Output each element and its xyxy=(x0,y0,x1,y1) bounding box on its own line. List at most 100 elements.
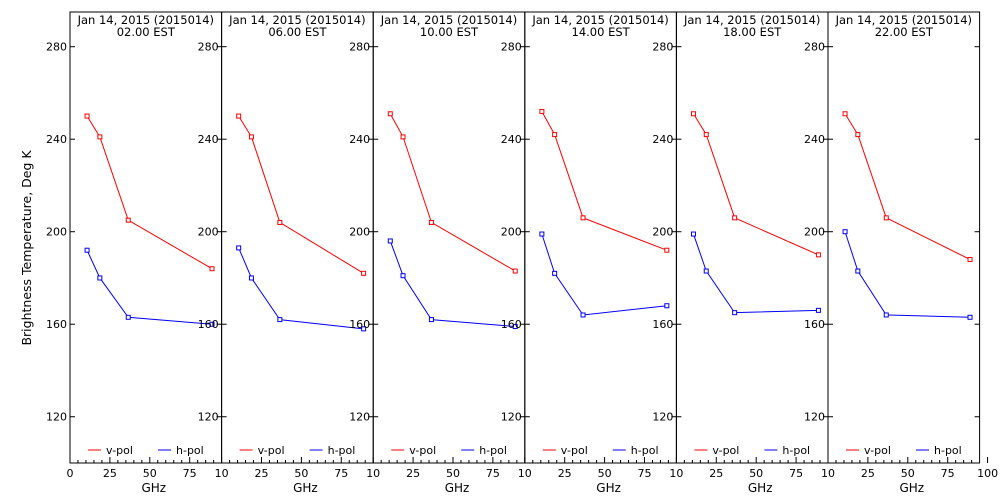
legend-label-h-pol: h-pol xyxy=(176,444,204,457)
x-tick-label: 10 xyxy=(215,467,229,480)
panel-subtitle-time: 22.00 EST xyxy=(875,25,934,39)
series-line-v-pol xyxy=(86,115,213,270)
legend-label-v-pol: v-pol xyxy=(409,444,436,457)
data-point-h-pol xyxy=(815,307,821,313)
legend-label-h-pol: h-pol xyxy=(782,444,810,457)
y-tick-label: 120 xyxy=(46,411,67,424)
y-tick-label: 240 xyxy=(804,133,825,146)
y-tick-label: 120 xyxy=(501,411,522,424)
data-point-v-pol xyxy=(539,108,545,114)
data-point-v-pol xyxy=(732,215,738,221)
y-tick-label: 200 xyxy=(804,226,825,239)
y-tick-label: 160 xyxy=(198,318,219,331)
x-tick-label: 75 xyxy=(789,467,803,480)
data-point-v-pol xyxy=(248,134,254,140)
x-tick-label: 10 xyxy=(518,467,532,480)
x-axis-label: GHz xyxy=(899,481,924,495)
x-tick-label: 50 xyxy=(901,467,915,480)
data-point-h-pol xyxy=(361,326,367,332)
legend-label-h-pol: h-pol xyxy=(328,444,356,457)
y-tick-label: 200 xyxy=(652,226,673,239)
data-point-h-pol xyxy=(690,231,696,237)
x-axis-label: GHz xyxy=(141,481,166,495)
legend-label-v-pol: v-pol xyxy=(864,444,891,457)
data-point-h-pol xyxy=(967,314,973,320)
panel-subtitle-time: 06.00 EST xyxy=(268,25,327,39)
data-point-v-pol xyxy=(428,219,434,225)
legend-label-h-pol: h-pol xyxy=(479,444,507,457)
panel-title: Jan 14, 2015 (2015014) xyxy=(835,13,972,27)
data-point-v-pol xyxy=(580,215,586,221)
data-point-v-pol xyxy=(84,113,90,119)
data-point-h-pol xyxy=(428,317,434,323)
legend-label-v-pol: v-pol xyxy=(106,444,133,457)
series-line-v-pol xyxy=(693,113,819,256)
series-line-h-pol xyxy=(541,233,667,316)
x-axis-label: GHz xyxy=(748,481,773,495)
data-point-h-pol xyxy=(732,310,738,316)
y-tick-label: 160 xyxy=(652,318,673,331)
x-tick-label: 50 xyxy=(749,467,763,480)
data-point-v-pol xyxy=(690,111,696,117)
legend-label-v-pol: v-pol xyxy=(258,444,285,457)
panel-title: Jan 14, 2015 (2015014) xyxy=(228,13,365,27)
data-point-h-pol xyxy=(84,247,90,253)
y-tick-label: 120 xyxy=(349,411,370,424)
legend-label-h-pol: h-pol xyxy=(631,444,659,457)
data-point-v-pol xyxy=(512,268,518,274)
data-point-h-pol xyxy=(883,312,889,318)
panel-title: Jan 14, 2015 (2015014) xyxy=(531,13,668,27)
series-line-h-pol xyxy=(389,240,516,328)
data-point-h-pol xyxy=(539,231,545,237)
series-line-h-pol xyxy=(693,233,819,314)
panel-title: Jan 14, 2015 (2015014) xyxy=(77,13,214,27)
x-axis-label: GHz xyxy=(596,481,621,495)
chart-panel-1: Jan 14, 2015 (2015014)02.00 EST 120 160 200… xyxy=(46,11,223,495)
data-point-h-pol xyxy=(277,317,283,323)
data-point-h-pol xyxy=(209,321,215,327)
data-point-h-pol xyxy=(125,314,131,320)
x-tick-label: 25 xyxy=(709,467,723,480)
y-tick-label: 120 xyxy=(652,411,673,424)
y-tick-label: 240 xyxy=(198,133,219,146)
x-axis-label: GHz xyxy=(445,481,470,495)
y-tick-label: 120 xyxy=(198,411,219,424)
y-tick-label: 280 xyxy=(804,41,825,54)
y-tick-label: 280 xyxy=(46,41,67,54)
y-tick-label: 160 xyxy=(46,318,67,331)
data-point-v-pol xyxy=(125,217,131,223)
y-tick-label: 160 xyxy=(804,318,825,331)
x-tick-label: 0 xyxy=(67,467,74,480)
x-tick-label: 10 xyxy=(821,467,835,480)
legend-label-v-pol: v-pol xyxy=(561,444,588,457)
panel-frame xyxy=(827,11,981,464)
series-line-v-pol xyxy=(238,115,364,274)
data-point-v-pol xyxy=(97,134,103,140)
x-tick-label: 50 xyxy=(294,467,308,480)
series-line-h-pol xyxy=(86,250,213,325)
x-tick-label: 25 xyxy=(861,467,875,480)
data-point-v-pol xyxy=(703,132,709,138)
x-tick-label: 50 xyxy=(598,467,612,480)
x-tick-label: 25 xyxy=(254,467,268,480)
y-tick-label: 120 xyxy=(804,411,825,424)
x-axis-label: GHz xyxy=(293,481,318,495)
data-point-v-pol xyxy=(967,256,973,262)
x-tick-label: 75 xyxy=(941,467,955,480)
x-tick-label: 75 xyxy=(334,467,348,480)
y-tick-label: 240 xyxy=(501,133,522,146)
data-point-v-pol xyxy=(387,111,393,117)
series-line-v-pol xyxy=(389,113,516,272)
y-tick-label: 280 xyxy=(652,41,673,54)
x-tick-label: 75 xyxy=(183,467,197,480)
x-tick-label: 100 xyxy=(977,467,998,480)
series-line-v-pol xyxy=(844,113,971,260)
y-tick-label: 200 xyxy=(501,226,522,239)
panel-title: Jan 14, 2015 (2015014) xyxy=(683,13,820,27)
chart-panel-5: Jan 14, 2015 (2015014)18.00 EST 120 160 200… xyxy=(652,11,829,495)
series-line-h-pol xyxy=(844,231,971,318)
data-point-h-pol xyxy=(664,303,670,309)
data-point-v-pol xyxy=(664,247,670,253)
